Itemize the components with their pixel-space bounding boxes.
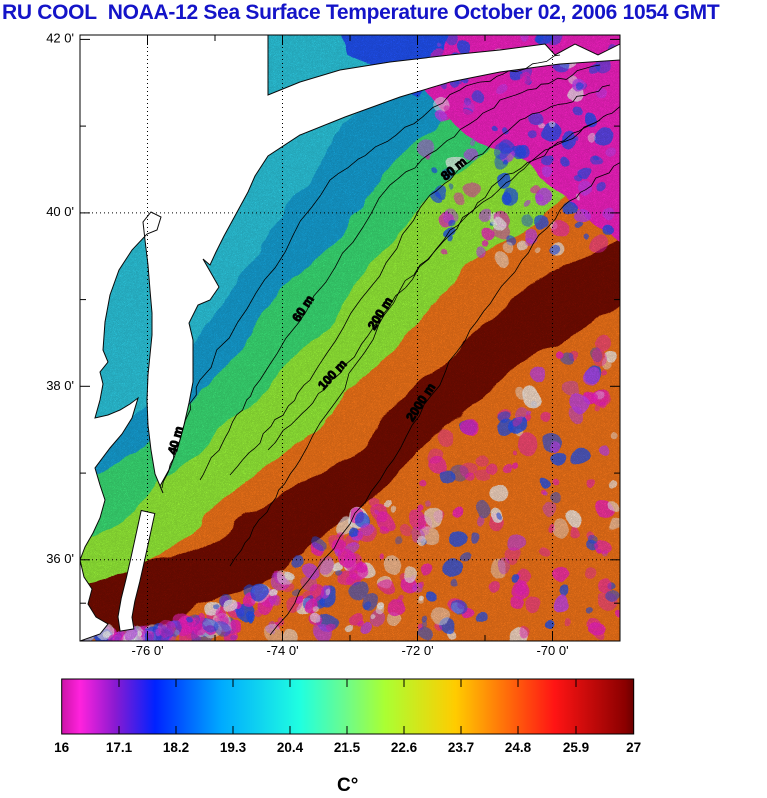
svg-text:-74 0': -74 0' bbox=[266, 643, 298, 658]
svg-text:19.3: 19.3 bbox=[220, 740, 247, 755]
svg-text:C°: C° bbox=[337, 775, 358, 796]
svg-text:17.1: 17.1 bbox=[106, 740, 133, 755]
svg-text:24.8: 24.8 bbox=[505, 740, 532, 755]
svg-text:16: 16 bbox=[54, 740, 70, 755]
svg-text:23.7: 23.7 bbox=[448, 740, 474, 755]
svg-text:38 0': 38 0' bbox=[46, 378, 74, 393]
svg-text:20.4: 20.4 bbox=[277, 740, 304, 755]
svg-text:-76 0': -76 0' bbox=[131, 643, 163, 658]
svg-text:-70 0': -70 0' bbox=[536, 643, 568, 658]
svg-text:42 0': 42 0' bbox=[46, 31, 74, 46]
svg-text:22.6: 22.6 bbox=[391, 740, 418, 755]
svg-text:21.5: 21.5 bbox=[334, 740, 361, 755]
svg-text:25.9: 25.9 bbox=[563, 740, 589, 755]
svg-text:-72 0': -72 0' bbox=[401, 643, 433, 658]
svg-text:18.2: 18.2 bbox=[163, 740, 189, 755]
svg-text:27: 27 bbox=[626, 740, 641, 755]
svg-text:36 0': 36 0' bbox=[46, 551, 74, 566]
svg-text:40 0': 40 0' bbox=[46, 204, 74, 219]
